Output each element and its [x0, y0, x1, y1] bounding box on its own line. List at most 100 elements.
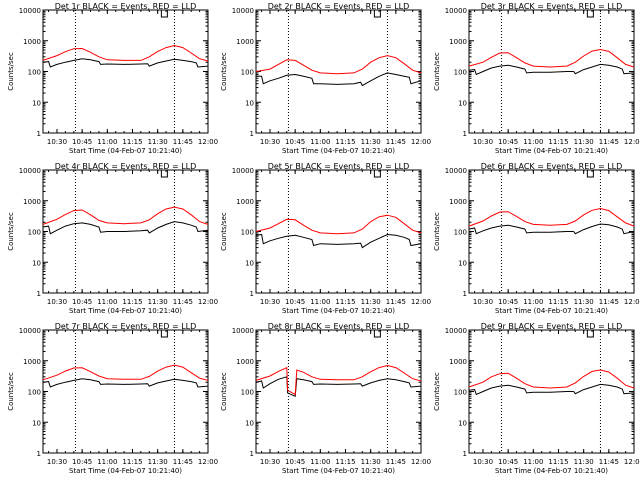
x-tick-label: 11:45	[173, 138, 193, 146]
x-tick-label: 11:30	[361, 298, 381, 306]
x-axis-label: Start Time (04-Feb-07 10:21:40)	[69, 467, 182, 475]
x-tick-label: 12:00	[198, 138, 218, 146]
y-tick-label: 1	[37, 290, 41, 298]
x-tick-label: 11:15	[548, 138, 568, 146]
y-tick-label: 10	[245, 259, 254, 267]
x-axis-label: Start Time (04-Feb-07 10:21:40)	[495, 307, 608, 315]
chart-title: Det 4r BLACK = Events, RED = LLD	[55, 162, 197, 171]
y-axis-label: Counts/sec	[7, 372, 15, 411]
x-tick-label: 11:00	[310, 458, 330, 466]
x-tick-label: 11:30	[361, 138, 381, 146]
chart-panel: Det 4r BLACK = Events, RED = LLD 1 10 100 10…	[7, 162, 218, 315]
series-events-line	[468, 383, 635, 396]
y-tick-label: 10000	[445, 7, 467, 15]
x-tick-label: 10:45	[285, 458, 305, 466]
x-tick-label: 11:45	[599, 138, 619, 146]
x-tick-label: 11:15	[548, 298, 568, 306]
x-tick-label: 12:00	[624, 138, 640, 146]
x-tick-label: 11:15	[122, 138, 142, 146]
x-tick-label: 12:00	[411, 458, 431, 466]
x-tick-label: 11:00	[523, 458, 543, 466]
y-tick-label: 100	[241, 229, 254, 237]
x-tick-label: 11:15	[122, 298, 142, 306]
interval-marker	[586, 170, 594, 178]
chart-title: Det 2r BLACK = Events, RED = LLD	[268, 2, 410, 11]
y-tick-label: 1000	[236, 198, 254, 206]
x-tick-label: 11:15	[335, 138, 355, 146]
x-axis-label: Start Time (04-Feb-07 10:21:40)	[282, 147, 395, 155]
x-tick-label: 10:30	[473, 458, 493, 466]
x-axis-label: Start Time (04-Feb-07 10:21:40)	[495, 467, 608, 475]
chart-title: Det 7r BLACK = Events, RED = LLD	[55, 322, 197, 331]
x-tick-label: 11:45	[599, 458, 619, 466]
x-tick-label: 10:30	[260, 138, 280, 146]
x-tick-label: 10:30	[47, 138, 67, 146]
y-tick-label: 100	[454, 389, 467, 397]
y-axis-label: Counts/sec	[7, 212, 15, 251]
y-tick-label: 10000	[232, 7, 254, 15]
series-lld-line	[255, 55, 422, 75]
plot-frame	[255, 9, 422, 134]
y-tick-label: 1000	[449, 38, 467, 46]
x-tick-label: 11:30	[574, 138, 594, 146]
y-tick-label: 100	[241, 389, 254, 397]
x-tick-label: 11:30	[148, 458, 168, 466]
x-tick-label: 11:15	[335, 298, 355, 306]
series-lld-line	[42, 364, 209, 381]
y-tick-label: 10000	[19, 167, 41, 175]
x-tick-label: 10:30	[47, 298, 67, 306]
y-tick-label: 100	[28, 69, 41, 77]
y-axis-label: Counts/sec	[220, 212, 228, 251]
y-tick-label: 1	[463, 450, 467, 458]
x-tick-label: 11:00	[310, 298, 330, 306]
chart-title: Det 3r BLACK = Events, RED = LLD	[481, 2, 623, 11]
x-tick-label: 11:30	[148, 298, 168, 306]
y-tick-label: 10	[245, 99, 254, 107]
chart-title: Det 8r BLACK = Events, RED = LLD	[268, 322, 410, 331]
y-tick-label: 10000	[19, 327, 41, 335]
y-tick-label: 10000	[232, 167, 254, 175]
chart-panel: Det 7r BLACK = Events, RED = LLD 1 10 100 10…	[7, 322, 218, 475]
interval-marker	[160, 330, 168, 338]
x-tick-label: 11:15	[335, 458, 355, 466]
y-tick-label: 100	[454, 229, 467, 237]
y-tick-label: 1000	[236, 358, 254, 366]
y-tick-label: 1000	[23, 38, 41, 46]
y-tick-label: 1000	[23, 198, 41, 206]
y-tick-label: 10	[32, 419, 41, 427]
series-events-line	[255, 376, 422, 398]
x-tick-label: 10:30	[260, 458, 280, 466]
y-tick-label: 1000	[449, 358, 467, 366]
x-tick-label: 11:45	[386, 298, 406, 306]
y-tick-label: 1	[37, 130, 41, 138]
x-axis-label: Start Time (04-Feb-07 10:21:40)	[495, 147, 608, 155]
x-axis-label: Start Time (04-Feb-07 10:21:40)	[69, 147, 182, 155]
y-tick-label: 1	[463, 290, 467, 298]
chart-panel: Det 3r BLACK = Events, RED = LLD 1 10 100 10…	[433, 2, 640, 155]
interval-marker	[373, 170, 381, 178]
plot-frame	[468, 9, 635, 134]
chart-panel: Det 2r BLACK = Events, RED = LLD 1 10 100 10…	[220, 2, 431, 155]
x-tick-label: 11:00	[97, 138, 117, 146]
x-tick-label: 11:30	[361, 458, 381, 466]
series-lld-line	[468, 207, 635, 227]
y-axis-label: Counts/sec	[220, 52, 228, 91]
x-axis-label: Start Time (04-Feb-07 10:21:40)	[69, 307, 182, 315]
chart-title: Det 9r BLACK = Events, RED = LLD	[481, 322, 623, 331]
y-tick-label: 1	[250, 290, 254, 298]
y-tick-label: 1000	[449, 198, 467, 206]
series-events-line	[42, 378, 209, 388]
y-tick-label: 10	[458, 99, 467, 107]
x-tick-label: 10:45	[498, 298, 518, 306]
series-events-line	[468, 223, 635, 235]
x-axis-label: Start Time (04-Feb-07 10:21:40)	[282, 467, 395, 475]
x-tick-label: 11:45	[173, 298, 193, 306]
x-tick-label: 10:30	[47, 458, 67, 466]
chart-panel: Det 5r BLACK = Events, RED = LLD 1 10 100 10…	[220, 162, 431, 315]
x-tick-label: 11:30	[574, 298, 594, 306]
x-tick-label: 11:00	[97, 298, 117, 306]
y-tick-label: 10	[245, 419, 254, 427]
chart-panel: Det 1r BLACK = Events, RED = LLD 1 10 100 10…	[7, 2, 218, 155]
chart-title: Det 5r BLACK = Events, RED = LLD	[268, 162, 410, 171]
plot-frame	[468, 329, 635, 454]
